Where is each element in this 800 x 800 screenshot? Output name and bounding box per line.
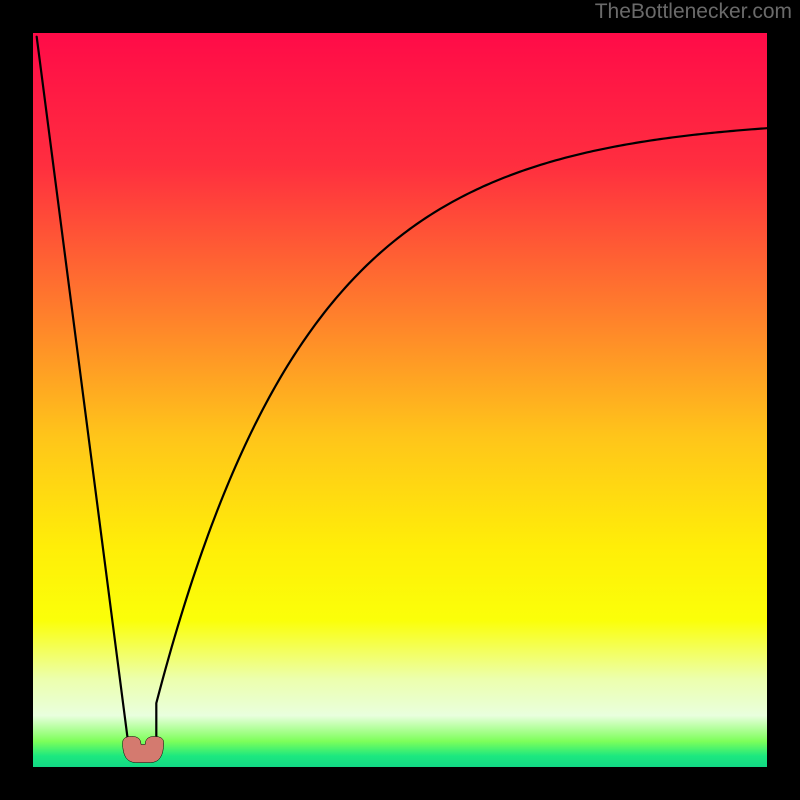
chart-container: TheBottlenecker.com: [0, 0, 800, 800]
watermark-label: TheBottlenecker.com: [595, 0, 792, 24]
plot-area: [33, 33, 767, 767]
plot-svg: [0, 0, 800, 800]
